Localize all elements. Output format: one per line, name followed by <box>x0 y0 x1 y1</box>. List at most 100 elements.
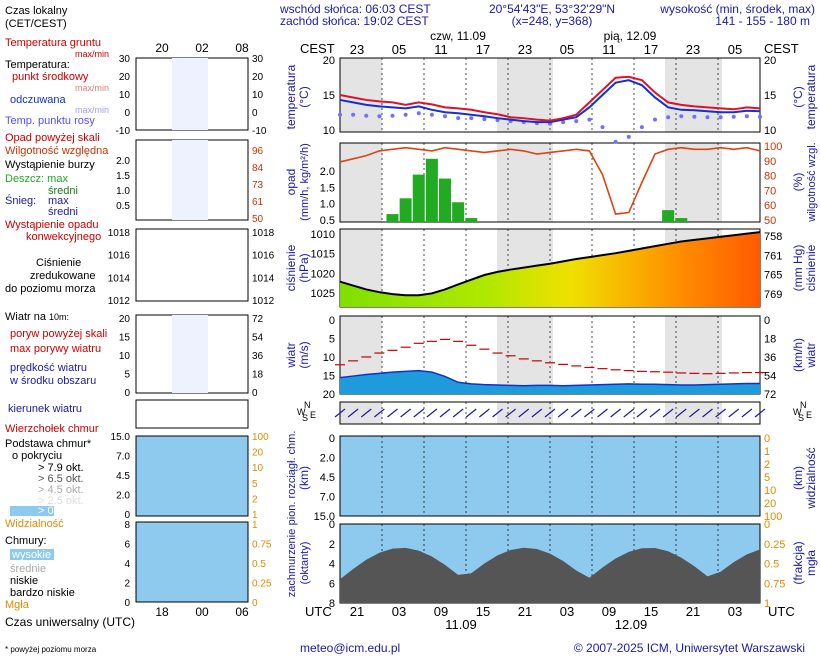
axis-titles: CEST CEST czw, 11.09 pią, 12.09 UTC UTC … <box>284 29 818 632</box>
night-band <box>497 316 553 394</box>
vis-tick: 100 <box>764 511 782 523</box>
dew-point <box>429 112 434 117</box>
legend-okt01: > 0.1 okt. <box>38 505 84 517</box>
legend-felt: odczuwana <box>10 94 67 106</box>
left-wind-kmh-tick: 54 <box>252 333 264 344</box>
wind-tick: 10 <box>323 352 335 364</box>
wind-direction-arrow <box>570 408 582 418</box>
dew-point <box>443 114 447 119</box>
precip-bar <box>439 178 451 222</box>
utc-right: UTC <box>768 604 795 619</box>
legend-cloud-top: Wierzchołek chmur <box>5 423 99 435</box>
footer-email[interactable]: meteo@icm.edu.pl <box>300 641 400 655</box>
utc-tick: 03 <box>392 604 406 619</box>
left-cest-tick: 08 <box>235 41 249 55</box>
temp-tick-r: 10 <box>764 125 776 137</box>
wind-kmh-tick: 72 <box>764 389 776 401</box>
left-temp-tick-r: 0 <box>252 108 258 119</box>
wind-tick: 0 <box>329 315 335 327</box>
legend-utc-title: Czas uniwersalny (UTC) <box>5 615 135 629</box>
wind-direction-arrow <box>426 408 438 418</box>
cover-tick: 0 <box>329 519 335 531</box>
dew-point <box>692 114 697 119</box>
legend-clouds: Chmury: <box>5 535 47 547</box>
dew-point <box>469 116 474 121</box>
left-temp-tick: 20 <box>119 72 131 83</box>
fog-tick: 0.75 <box>764 578 785 590</box>
wind-direction-arrow <box>623 408 635 418</box>
left-precip-tick: 1.5 <box>116 171 130 182</box>
left-temp-tick: 0 <box>124 108 130 119</box>
dew-point <box>364 113 369 118</box>
left-rh-tick: 84 <box>252 163 264 174</box>
cover-tick: 4 <box>329 559 335 571</box>
cest-tick: 17 <box>476 42 490 57</box>
left-cest-tick: 02 <box>195 41 209 55</box>
left-pres-tick: 1014 <box>108 273 131 284</box>
wind-kmh-tick: 36 <box>764 352 776 364</box>
legend-wind-speed1: prędkość wiatru <box>10 362 87 374</box>
legend-precip-over: Opad powyżej skali <box>5 132 100 144</box>
left-fog-tick: 0.25 <box>252 579 272 590</box>
legend-local-time: Czas lokalny <box>5 5 68 17</box>
wind-kmh-tick: 54 <box>764 371 776 383</box>
compass-e-left: E <box>310 410 316 420</box>
legend-snow-mean: średni <box>48 206 78 218</box>
wind-direction-arrow <box>662 408 674 418</box>
legend-okt25: > 2.5 okt. <box>38 495 84 507</box>
fog-tick: 0 <box>764 519 770 531</box>
utc-tick: 03 <box>728 604 742 619</box>
vis-tick: 20 <box>764 498 776 510</box>
left-vis-tick: 100 <box>252 432 269 443</box>
dew-point <box>744 114 749 119</box>
wind-tick: 5 <box>329 334 335 346</box>
legend-fog: Mgła <box>5 599 30 611</box>
precip-bar <box>412 174 425 222</box>
precip-bar <box>452 202 465 222</box>
dew-point <box>626 134 631 139</box>
legend-dew: Temp. punktu rosy <box>5 115 95 127</box>
dew-point <box>600 125 605 130</box>
left-cover-tick: 8 <box>124 520 130 531</box>
humidity-line <box>339 146 761 215</box>
wind-tick: 15 <box>323 371 335 383</box>
pressure-line <box>339 231 761 297</box>
dew-point <box>574 119 579 124</box>
cest-tick: 05 <box>392 42 406 57</box>
left-pres-tick: 1012 <box>108 296 131 307</box>
dew-point <box>718 115 723 120</box>
dew-point <box>613 139 618 144</box>
dew-point <box>338 112 342 117</box>
cover-axis-unit: (oktanty) <box>299 542 311 585</box>
left-cloud-bg <box>135 435 249 517</box>
left-pres-tick-r: 1018 <box>252 228 275 239</box>
legend-high: wysokie <box>11 549 51 561</box>
legend-rain: Deszcz: max <box>5 173 68 185</box>
pressure-area <box>340 232 760 307</box>
wind-direction-arrow <box>400 408 411 418</box>
left-temp-tick: 10 <box>119 90 131 101</box>
legend-okt45: > 4.5 okt. <box>38 484 84 496</box>
precip-tick: 1.0 <box>320 199 335 211</box>
left-precip-tick: 1.0 <box>116 186 130 197</box>
low-cloud-area <box>340 547 760 603</box>
legend-soil-temp: Temperatura gruntu <box>5 37 101 49</box>
cover-axis-title: zachmurzenie <box>286 529 298 597</box>
footer-copyright: © 2007-2025 ICM, Uniwersytet Warszawski <box>574 641 805 655</box>
cest-tick: 23 <box>518 42 532 57</box>
left-cest-tick: 20 <box>155 41 169 55</box>
legend-temp-maxmin: max/min <box>75 83 109 93</box>
cloud-tick: 4.5 <box>320 472 335 484</box>
cloud-tick: 2.0 <box>320 453 335 465</box>
compass-e-right: E <box>806 410 812 420</box>
wind-direction-arrow <box>479 408 490 418</box>
legend-soil-sub: max/min <box>75 49 109 59</box>
left-rh-tick: 61 <box>252 197 264 208</box>
legend-text: Czas lokalny (CET/CEST) Temperatura grun… <box>5 5 135 654</box>
left-cloud-tick: 4.5 <box>116 471 130 482</box>
cest-tick: 05 <box>560 42 574 57</box>
sunset-text: zachód słońca: 19:02 CEST <box>280 14 429 28</box>
legend-pressure1: Ciśnienie <box>36 257 81 269</box>
precip-bar <box>675 218 688 222</box>
